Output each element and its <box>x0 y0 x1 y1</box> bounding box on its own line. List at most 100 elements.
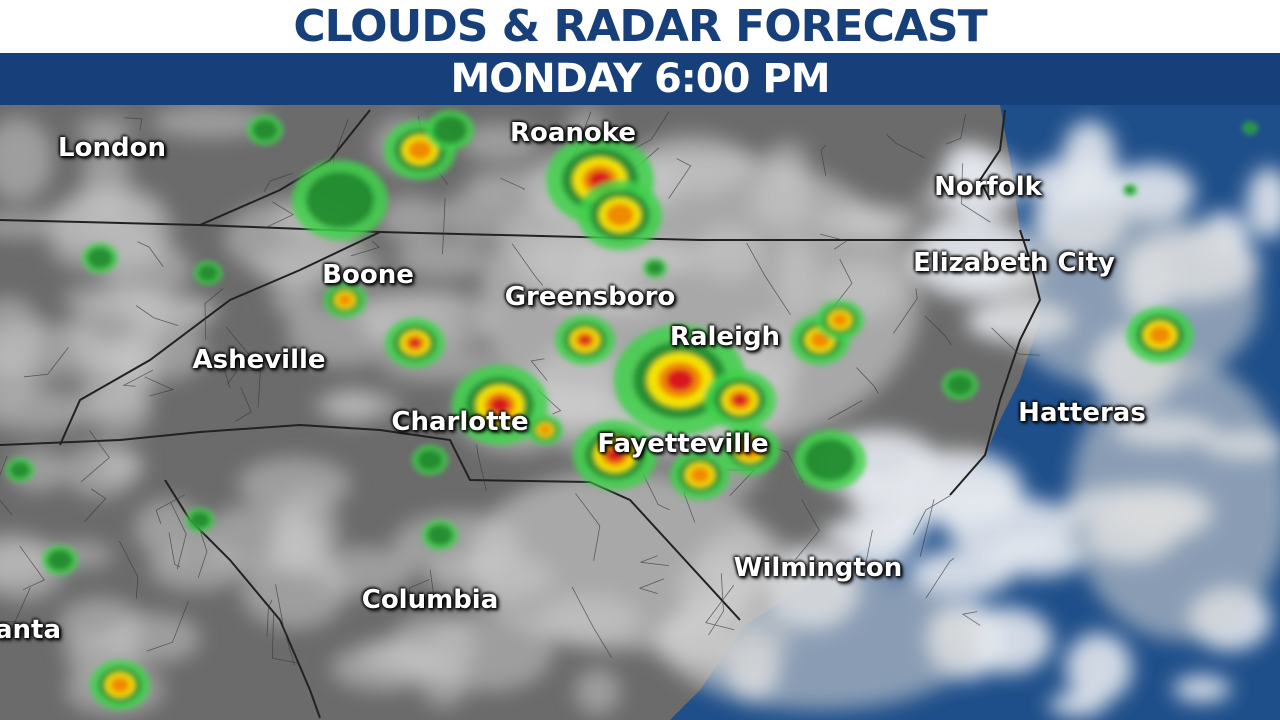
county-line <box>204 288 224 340</box>
radar-cell-intense <box>539 425 551 435</box>
cloud <box>1048 692 1106 717</box>
cloud <box>85 383 152 436</box>
county-line <box>925 557 955 599</box>
radar-cell-moderate <box>197 264 219 282</box>
radar-cell-intense <box>740 441 760 459</box>
city-label: Elizabeth City <box>913 248 1115 278</box>
county-line <box>945 113 967 145</box>
radar-cell-severe <box>578 335 592 345</box>
county-line <box>530 358 548 381</box>
county-line <box>0 456 13 516</box>
county-line <box>235 387 252 422</box>
radar-cell-severe <box>606 448 624 462</box>
radar-cell-severe <box>408 338 422 348</box>
cloud <box>111 297 222 322</box>
county-line <box>892 288 918 334</box>
city-label: Hatteras <box>1018 398 1146 428</box>
city-label: Boone <box>322 260 414 290</box>
city-label: Norfolk <box>934 172 1042 202</box>
radar-cell-moderate <box>947 374 973 396</box>
county-line <box>409 579 430 605</box>
county-line <box>137 241 164 267</box>
county-line <box>168 532 181 568</box>
county-line <box>135 305 179 327</box>
county-line <box>264 201 295 229</box>
county-line <box>119 540 139 599</box>
county-line <box>919 499 935 557</box>
cloud <box>459 123 540 161</box>
cloud <box>660 570 980 710</box>
cloud <box>882 491 926 550</box>
county-line <box>511 243 544 286</box>
county-line <box>571 586 612 658</box>
county-line <box>575 493 601 561</box>
city-label: Greensboro <box>504 282 676 312</box>
county-line <box>122 369 154 387</box>
county-line <box>820 233 848 250</box>
cloud <box>575 668 621 715</box>
county-line <box>84 488 107 523</box>
county-line <box>705 584 735 631</box>
radar-cell-moderate <box>306 172 374 228</box>
map-canvas <box>0 105 1280 720</box>
cloud <box>107 613 201 663</box>
county-line <box>231 369 261 408</box>
county-line <box>24 347 69 378</box>
city-label: Roanoke <box>509 118 637 148</box>
cloud <box>336 290 472 316</box>
county-line <box>856 367 879 394</box>
county-lines <box>0 111 1040 666</box>
radar-cell-intense <box>1148 325 1172 345</box>
radar-cell-moderate <box>804 439 856 481</box>
county-line <box>124 117 143 131</box>
cloud <box>440 188 528 240</box>
county-line <box>820 144 827 176</box>
cloud <box>376 195 445 241</box>
county-line <box>961 611 981 626</box>
radar-cell-intense <box>408 140 432 160</box>
radar-cell-severe <box>490 397 510 413</box>
cloud <box>0 212 76 238</box>
city-label: Charlotte <box>391 407 529 437</box>
county-line <box>476 444 487 491</box>
county-line <box>708 573 724 636</box>
city-label: Wilmington <box>733 553 903 583</box>
cloud <box>1000 210 1260 390</box>
county-line <box>862 529 873 575</box>
cloud <box>988 535 1085 577</box>
radar-cell-severe <box>732 394 748 406</box>
county-line <box>991 327 1040 356</box>
radar-cell-moderate <box>87 247 113 269</box>
cloud <box>1173 675 1231 703</box>
radar-cell-severe <box>666 369 694 391</box>
radar-cell-intense <box>810 331 830 349</box>
county-line <box>924 315 952 346</box>
county-line <box>828 400 863 420</box>
radar-cell-moderate <box>9 461 31 479</box>
county-line <box>912 495 951 535</box>
county-line <box>429 569 450 608</box>
cloud <box>1070 360 1280 640</box>
radar-cell-intense <box>110 676 130 694</box>
radar-cell-intense <box>606 203 634 227</box>
cloud <box>359 636 439 676</box>
cloud <box>1065 632 1133 703</box>
city-label: Asheville <box>192 345 326 375</box>
radar-cell-moderate <box>1244 123 1256 133</box>
radar-cell-intense <box>337 294 353 306</box>
radar-cell-moderate <box>189 511 211 529</box>
county-line <box>19 545 45 591</box>
cloud <box>421 662 467 708</box>
radar-cell-moderate <box>427 524 453 546</box>
county-line <box>500 177 526 190</box>
cloud <box>151 105 271 138</box>
cloud <box>1246 167 1280 239</box>
cloud <box>63 442 137 498</box>
radar-cell-intense <box>690 466 710 484</box>
radar-cell-moderate <box>417 449 443 471</box>
county-line <box>885 133 926 159</box>
cloud <box>325 388 381 423</box>
radar-cell-moderate <box>1124 185 1136 195</box>
radar-cell-intense <box>832 313 848 327</box>
city-label: anta <box>0 615 62 645</box>
